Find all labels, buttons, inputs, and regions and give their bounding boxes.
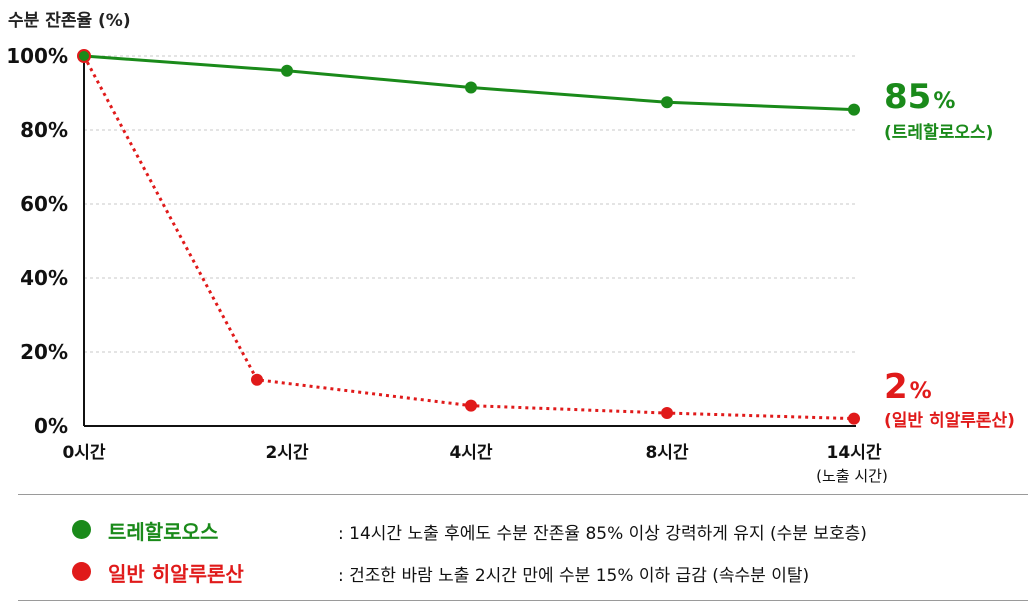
legend-bottom-divider bbox=[18, 600, 1028, 601]
data-point bbox=[465, 81, 477, 94]
x-tick-label: 8시간 bbox=[645, 443, 688, 463]
legend-description: : 14시간 노출 후에도 수분 잔존율 85% 이상 강력하게 유지 (수분 … bbox=[338, 524, 867, 544]
legend-item-trehalose: 트레할로오스 : 14시간 노출 후에도 수분 잔존율 85% 이상 강력하게 … bbox=[0, 510, 1034, 550]
series-line bbox=[82, 55, 855, 421]
x-axis-title: (노출 시간) bbox=[816, 467, 888, 485]
data-point bbox=[661, 96, 673, 109]
y-tick-label: 80% bbox=[20, 118, 68, 142]
data-point bbox=[77, 49, 91, 63]
data-point bbox=[251, 373, 263, 386]
legend-name: 일반 히알루론산 bbox=[108, 562, 244, 586]
end-label-unit: % bbox=[910, 379, 932, 404]
end-label-unit: % bbox=[933, 89, 955, 114]
legend-item-hyaluronic: 일반 히알루론산 : 건조한 바람 노출 2시간 만에 수분 15% 이하 급감… bbox=[0, 552, 1034, 592]
x-tick-label: 14시간 bbox=[827, 443, 882, 463]
data-point bbox=[661, 407, 673, 420]
y-tick-label: 0% bbox=[34, 414, 68, 438]
x-tick-label: 2시간 bbox=[265, 443, 308, 463]
x-tick-label: 4시간 bbox=[449, 443, 492, 463]
legend-green-dot-icon bbox=[72, 520, 91, 539]
y-tick-label: 20% bbox=[20, 340, 68, 364]
legend-description: : 건조한 바람 노출 2시간 만에 수분 15% 이하 급감 (속수분 이탈) bbox=[338, 566, 810, 586]
line-chart: 0% 20% 40% 60% 80% 100% 0시간 2시간 4시간 8시간 14시간 (노출 시간… bbox=[6, 44, 1015, 485]
legend-red-dot-icon bbox=[72, 562, 91, 581]
legend-top-divider bbox=[18, 494, 1028, 495]
end-label-value: 2 bbox=[884, 367, 908, 407]
end-label-name: (일반 히알루론산) bbox=[884, 411, 1015, 431]
y-tick-label: 100% bbox=[6, 44, 68, 68]
y-tick-label: 60% bbox=[20, 192, 68, 216]
end-label-name: (트레할로오스) bbox=[884, 123, 993, 143]
y-axis-title: 수분 잔존율 (%) bbox=[8, 11, 131, 31]
y-tick-label: 40% bbox=[20, 266, 68, 290]
legend-name: 트레할로오스 bbox=[108, 520, 219, 544]
end-label-value: 85 bbox=[884, 77, 931, 117]
data-point bbox=[465, 399, 477, 412]
data-point bbox=[848, 103, 860, 116]
data-point bbox=[281, 64, 293, 77]
x-tick-label: 0시간 bbox=[62, 443, 105, 463]
data-point bbox=[848, 412, 860, 425]
